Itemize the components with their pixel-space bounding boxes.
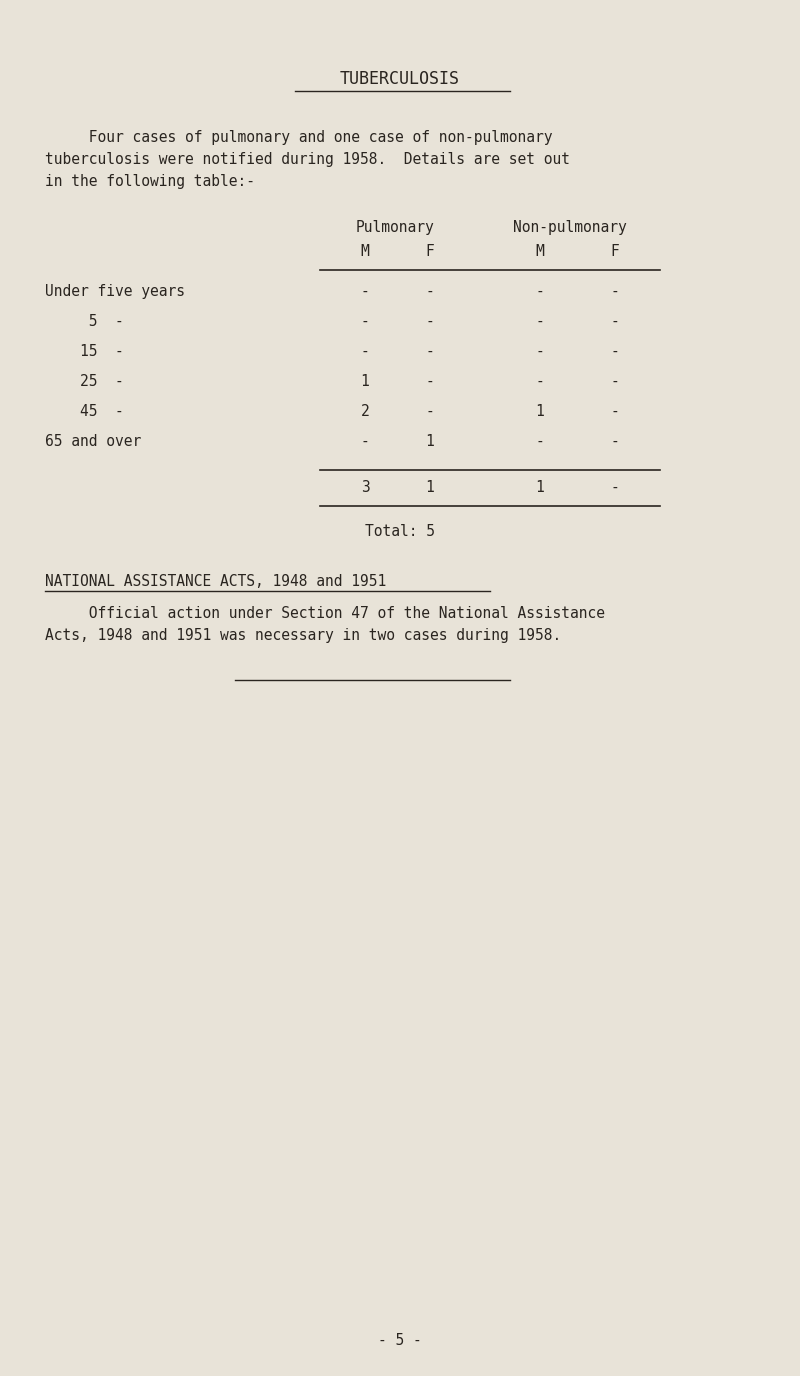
Text: -: - bbox=[426, 283, 434, 299]
Text: 25  -: 25 - bbox=[45, 374, 124, 389]
Text: 1: 1 bbox=[536, 405, 544, 420]
Text: -: - bbox=[610, 433, 619, 449]
Text: Four cases of pulmonary and one case of non-pulmonary: Four cases of pulmonary and one case of … bbox=[45, 129, 553, 144]
Text: 1: 1 bbox=[361, 374, 370, 389]
Text: Non-pulmonary: Non-pulmonary bbox=[513, 220, 627, 235]
Text: TUBERCULOSIS: TUBERCULOSIS bbox=[340, 70, 460, 88]
Text: -: - bbox=[610, 374, 619, 389]
Text: -: - bbox=[426, 344, 434, 359]
Text: 45  -: 45 - bbox=[45, 405, 124, 420]
Text: -: - bbox=[536, 283, 544, 299]
Text: F: F bbox=[610, 244, 619, 259]
Text: 3: 3 bbox=[361, 480, 370, 495]
Text: F: F bbox=[426, 244, 434, 259]
Text: -: - bbox=[610, 405, 619, 420]
Text: - 5 -: - 5 - bbox=[378, 1333, 422, 1348]
Text: Under five years: Under five years bbox=[45, 283, 185, 299]
Text: -: - bbox=[610, 344, 619, 359]
Text: M: M bbox=[536, 244, 544, 259]
Text: Official action under Section 47 of the National Assistance: Official action under Section 47 of the … bbox=[45, 605, 605, 621]
Text: -: - bbox=[610, 283, 619, 299]
Text: 65 and over: 65 and over bbox=[45, 433, 142, 449]
Text: -: - bbox=[610, 314, 619, 329]
Text: Acts, 1948 and 1951 was necessary in two cases during 1958.: Acts, 1948 and 1951 was necessary in two… bbox=[45, 627, 562, 643]
Text: -: - bbox=[536, 374, 544, 389]
Text: M: M bbox=[361, 244, 370, 259]
Text: -: - bbox=[361, 283, 370, 299]
Text: 2: 2 bbox=[361, 405, 370, 420]
Text: Total: 5: Total: 5 bbox=[365, 524, 435, 539]
Text: -: - bbox=[536, 344, 544, 359]
Text: -: - bbox=[426, 314, 434, 329]
Text: -: - bbox=[361, 433, 370, 449]
Text: -: - bbox=[361, 344, 370, 359]
Text: -: - bbox=[610, 480, 619, 495]
Text: tuberculosis were notified during 1958.  Details are set out: tuberculosis were notified during 1958. … bbox=[45, 151, 570, 166]
Text: Pulmonary: Pulmonary bbox=[356, 220, 434, 235]
Text: 1: 1 bbox=[536, 480, 544, 495]
Text: -: - bbox=[536, 314, 544, 329]
Text: 5  -: 5 - bbox=[45, 314, 124, 329]
Text: in the following table:-: in the following table:- bbox=[45, 173, 255, 189]
Text: -: - bbox=[361, 314, 370, 329]
Text: 1: 1 bbox=[426, 480, 434, 495]
Text: -: - bbox=[426, 405, 434, 420]
Text: -: - bbox=[536, 433, 544, 449]
Text: -: - bbox=[426, 374, 434, 389]
Text: 1: 1 bbox=[426, 433, 434, 449]
Text: NATIONAL ASSISTANCE ACTS, 1948 and 1951: NATIONAL ASSISTANCE ACTS, 1948 and 1951 bbox=[45, 574, 386, 589]
Text: 15  -: 15 - bbox=[45, 344, 124, 359]
